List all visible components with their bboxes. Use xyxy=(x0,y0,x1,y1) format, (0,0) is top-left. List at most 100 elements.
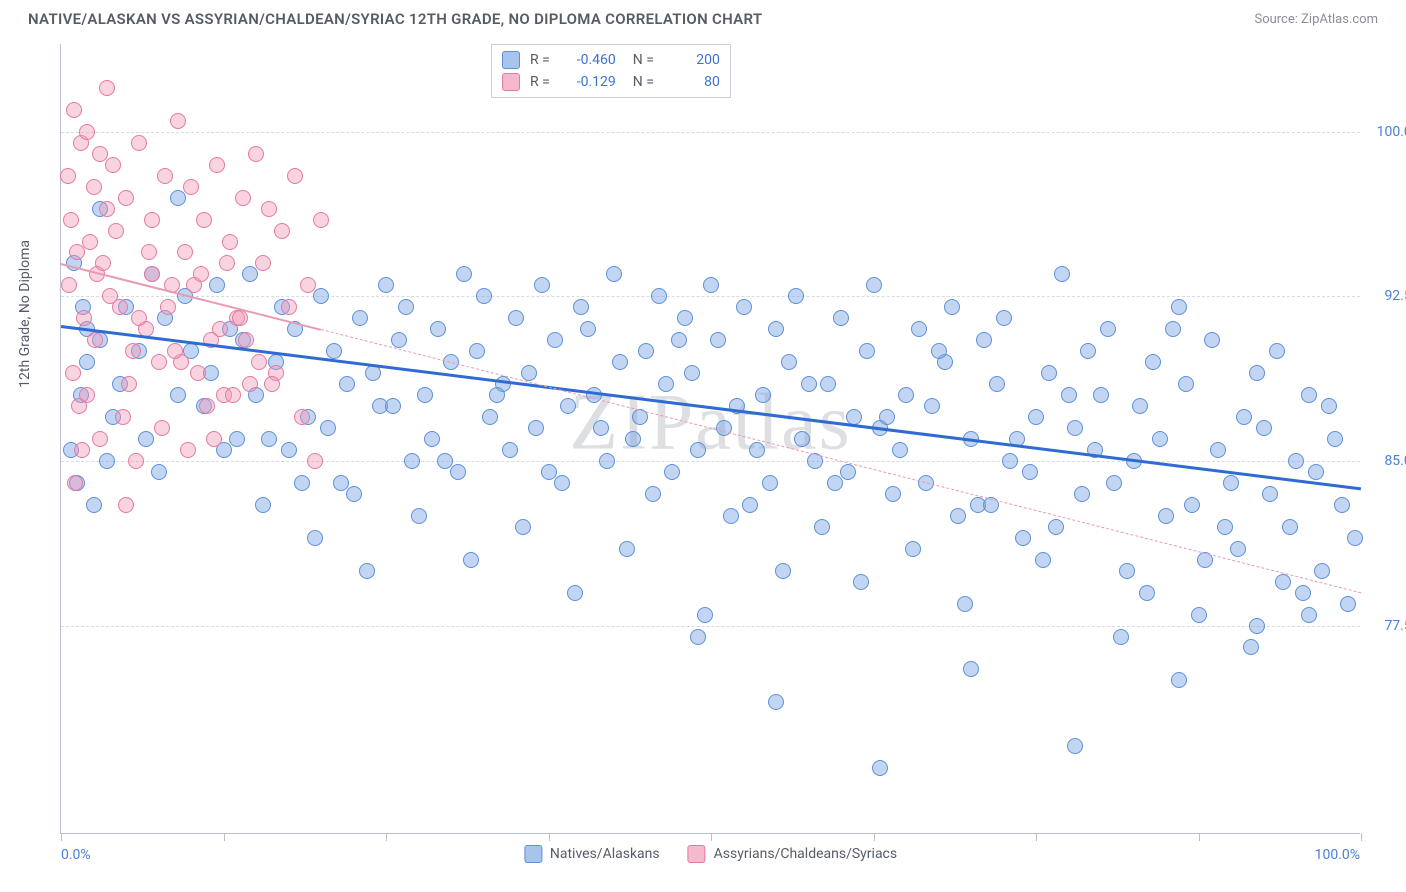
scatter-point xyxy=(599,453,615,469)
scatter-point xyxy=(170,190,186,206)
x-min-label: 0.0% xyxy=(61,847,91,863)
scatter-point xyxy=(118,190,134,206)
scatter-point xyxy=(1158,508,1174,524)
scatter-point xyxy=(651,288,667,304)
scatter-point xyxy=(1308,464,1324,480)
scatter-point xyxy=(1321,398,1337,414)
scatter-point xyxy=(99,453,115,469)
scatter-point xyxy=(404,453,420,469)
scatter-point xyxy=(1139,585,1155,601)
scatter-point xyxy=(1113,629,1129,645)
scatter-point xyxy=(521,365,537,381)
scatter-point xyxy=(261,201,277,217)
scatter-point xyxy=(352,310,368,326)
scatter-point xyxy=(121,376,137,392)
scatter-point xyxy=(177,244,193,260)
scatter-point xyxy=(79,387,95,403)
scatter-point xyxy=(1295,585,1311,601)
scatter-point xyxy=(1171,672,1187,688)
scatter-point xyxy=(1236,409,1252,425)
scatter-point xyxy=(180,442,196,458)
stats-legend-row: R =-0.460 N =200 xyxy=(502,49,720,71)
scatter-point xyxy=(1301,387,1317,403)
scatter-point xyxy=(313,288,329,304)
scatter-point xyxy=(736,299,752,315)
y-axis-title: 12th Grade, No Diploma xyxy=(17,239,33,387)
scatter-point xyxy=(1054,266,1070,282)
scatter-point xyxy=(82,234,98,250)
scatter-point xyxy=(508,310,524,326)
scatter-point xyxy=(755,387,771,403)
series-legend-label: Natives/Alaskans xyxy=(550,846,660,862)
scatter-point xyxy=(788,288,804,304)
scatter-point xyxy=(131,135,147,151)
scatter-point xyxy=(125,343,141,359)
scatter-point xyxy=(469,343,485,359)
scatter-point xyxy=(63,212,79,228)
scatter-point xyxy=(144,212,160,228)
scatter-point xyxy=(61,277,77,293)
scatter-point xyxy=(300,277,316,293)
scatter-point xyxy=(879,409,895,425)
scatter-point xyxy=(1314,563,1330,579)
scatter-point xyxy=(320,420,336,436)
stat-n-value: 80 xyxy=(664,74,720,90)
scatter-point xyxy=(710,332,726,348)
legend-swatch xyxy=(502,51,520,69)
scatter-point xyxy=(99,80,115,96)
scatter-point xyxy=(307,530,323,546)
scatter-point xyxy=(170,113,186,129)
scatter-point xyxy=(625,431,641,447)
stat-n-value: 200 xyxy=(664,52,720,68)
scatter-point xyxy=(131,310,147,326)
scatter-point xyxy=(255,497,271,513)
y-tick-label: 77.5% xyxy=(1384,618,1406,634)
stats-legend-row: R =-0.129 N =80 xyxy=(502,71,720,93)
x-tick xyxy=(61,833,62,841)
x-tick xyxy=(711,833,712,841)
scatter-point xyxy=(1165,321,1181,337)
scatter-point xyxy=(1002,453,1018,469)
y-tick-label: 100.0% xyxy=(1377,124,1406,140)
scatter-point xyxy=(108,223,124,239)
legend-swatch xyxy=(688,845,706,863)
scatter-point xyxy=(749,442,765,458)
scatter-point xyxy=(385,398,401,414)
scatter-point xyxy=(502,442,518,458)
scatter-point xyxy=(768,321,784,337)
scatter-point xyxy=(1223,475,1239,491)
scatter-point xyxy=(238,332,254,348)
scatter-point xyxy=(703,277,719,293)
scatter-point xyxy=(307,453,323,469)
scatter-point xyxy=(242,376,258,392)
scatter-point xyxy=(554,475,570,491)
scatter-point xyxy=(476,288,492,304)
scatter-point xyxy=(183,179,199,195)
scatter-point xyxy=(160,299,176,315)
scatter-point xyxy=(255,255,271,271)
scatter-point xyxy=(102,288,118,304)
scatter-point xyxy=(76,310,92,326)
scatter-point xyxy=(944,299,960,315)
scatter-point xyxy=(684,365,700,381)
scatter-point xyxy=(99,201,115,217)
x-tick xyxy=(1361,833,1362,841)
scatter-point xyxy=(658,376,674,392)
scatter-point xyxy=(1035,552,1051,568)
scatter-point xyxy=(924,398,940,414)
scatter-point xyxy=(294,475,310,491)
scatter-point xyxy=(235,190,251,206)
stat-n-label: N = xyxy=(626,52,654,68)
series-legend-label: Assyrians/Chaldeans/Syriacs xyxy=(714,846,897,862)
chart-plot-area: 100.0%92.5%85.0%77.5%0.0%100.0%12th Grad… xyxy=(60,44,1360,834)
series-legend-item: Natives/Alaskans xyxy=(524,845,660,863)
x-tick xyxy=(224,833,225,841)
scatter-point xyxy=(1171,299,1187,315)
scatter-point xyxy=(287,168,303,184)
scatter-point xyxy=(911,321,927,337)
scatter-point xyxy=(1230,541,1246,557)
scatter-point xyxy=(1080,343,1096,359)
scatter-point xyxy=(931,343,947,359)
scatter-point xyxy=(193,266,209,282)
scatter-point xyxy=(1119,563,1135,579)
